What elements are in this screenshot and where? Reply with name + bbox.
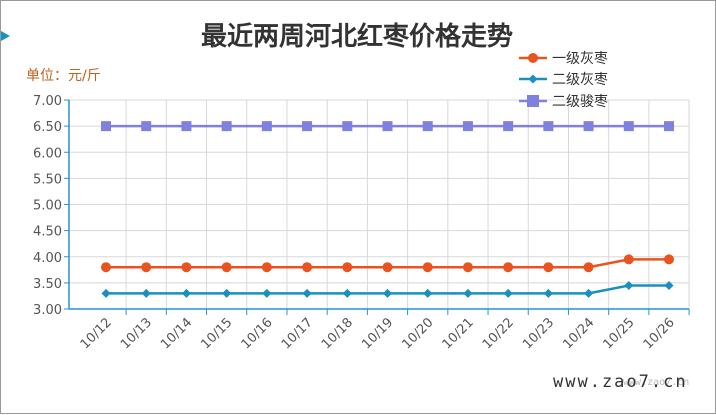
series-3-point[interactable] (261, 121, 272, 132)
series-2-point[interactable] (302, 288, 312, 298)
grid-layer (69, 99, 690, 309)
series-layer (101, 121, 674, 298)
left-edge-arrow-icon (1, 31, 10, 41)
series-3-point[interactable] (422, 121, 433, 132)
series-2-point[interactable] (101, 288, 111, 298)
series-2-point[interactable] (543, 288, 553, 298)
series-2-point[interactable] (584, 288, 594, 298)
series-1-point[interactable] (462, 262, 473, 273)
unit-label: 单位：元/斤 (26, 68, 101, 84)
series-1-point[interactable] (382, 262, 393, 273)
series-3-point[interactable] (543, 121, 554, 132)
chart-title: 最近两周河北红枣价格走势 (201, 21, 513, 52)
series-1-point[interactable] (543, 262, 554, 273)
x-tick-label: 10/19 (359, 315, 396, 352)
series-2-point[interactable] (383, 288, 392, 298)
legend-marker-diamond-icon[interactable] (528, 74, 538, 84)
y-tick-label: 5.50 (33, 172, 62, 187)
x-tick-label: 10/26 (641, 315, 678, 352)
series-2-point[interactable] (624, 280, 634, 290)
series-3-point[interactable] (462, 121, 473, 132)
legend-marker-circle-icon[interactable] (528, 53, 538, 63)
series-1-point[interactable] (141, 262, 152, 273)
series-2-point[interactable] (342, 288, 352, 298)
series-2-point[interactable] (423, 288, 433, 298)
series-3-point[interactable] (302, 121, 313, 132)
series-1-point[interactable] (422, 262, 433, 273)
series-1-point[interactable] (261, 262, 272, 273)
watermark-small: www.zao7.cn (623, 377, 689, 388)
series-2-point[interactable] (262, 288, 272, 298)
series-1-point[interactable] (623, 254, 634, 265)
axis-layer: 3.00 3.50 4.00 4.50 5.00 5.50 6.00 6.50 7.00 10/1… (33, 94, 690, 352)
series-2-point[interactable] (503, 288, 513, 298)
legend-label-2[interactable]: 二级灰枣 (552, 72, 608, 88)
y-tick-label: 4.00 (33, 251, 62, 266)
series-1-point[interactable] (503, 262, 514, 273)
y-tick-label: 3.50 (33, 277, 62, 292)
y-tick-label: 7.00 (33, 94, 62, 109)
y-tick-label: 3.00 (33, 303, 62, 318)
series-3-point[interactable] (221, 121, 232, 132)
x-tick-label: 10/17 (279, 315, 316, 352)
x-tick-label: 10/18 (319, 315, 356, 352)
series-2-point[interactable] (463, 288, 473, 298)
legend-marker-square-icon[interactable] (527, 95, 539, 107)
x-tick-label: 10/23 (520, 315, 557, 352)
y-tick-label: 6.00 (33, 146, 62, 161)
x-tick-label: 10/14 (158, 315, 195, 352)
x-tick-label: 10/22 (480, 315, 517, 352)
series-3-point[interactable] (101, 121, 111, 132)
series-2-point[interactable] (664, 280, 674, 290)
series-3-point[interactable] (583, 121, 594, 132)
series-3-point[interactable] (664, 121, 674, 132)
series-2-point[interactable] (141, 288, 151, 298)
series-1-point[interactable] (664, 254, 674, 265)
watermark-text: www.zao7.cn (553, 372, 688, 392)
legend-label-3[interactable]: 二级骏枣 (552, 94, 608, 110)
x-tick-label: 10/15 (198, 315, 235, 352)
x-tick-label: 10/16 (239, 315, 276, 352)
y-tick-label: 6.50 (33, 120, 62, 135)
series-3-point[interactable] (623, 121, 634, 132)
series-1-point[interactable] (181, 262, 192, 273)
x-tick-label: 10/13 (118, 315, 155, 352)
x-tick-label: 10/21 (440, 315, 477, 352)
x-tick-label: 10/25 (601, 315, 638, 352)
series-1-point[interactable] (583, 262, 594, 273)
series-3-point[interactable] (342, 121, 353, 132)
x-tick-label: 10/20 (399, 315, 436, 352)
x-tick-label: 10/12 (78, 315, 115, 352)
series-3-point[interactable] (503, 121, 514, 132)
series-1-point[interactable] (302, 262, 313, 273)
series-3-point[interactable] (382, 121, 393, 132)
series-1-point[interactable] (221, 262, 232, 273)
x-tick-label: 10/24 (560, 315, 597, 352)
series-1-point[interactable] (342, 262, 353, 273)
series-3-point[interactable] (141, 121, 152, 132)
series-2-point[interactable] (222, 288, 232, 298)
series-2-point[interactable] (181, 288, 191, 298)
y-tick-label: 4.50 (33, 225, 62, 240)
legend-label-1[interactable]: 一级灰枣 (552, 51, 608, 67)
series-1-point[interactable] (101, 262, 111, 273)
y-tick-label: 5.00 (33, 199, 62, 214)
series-3-point[interactable] (181, 121, 192, 132)
